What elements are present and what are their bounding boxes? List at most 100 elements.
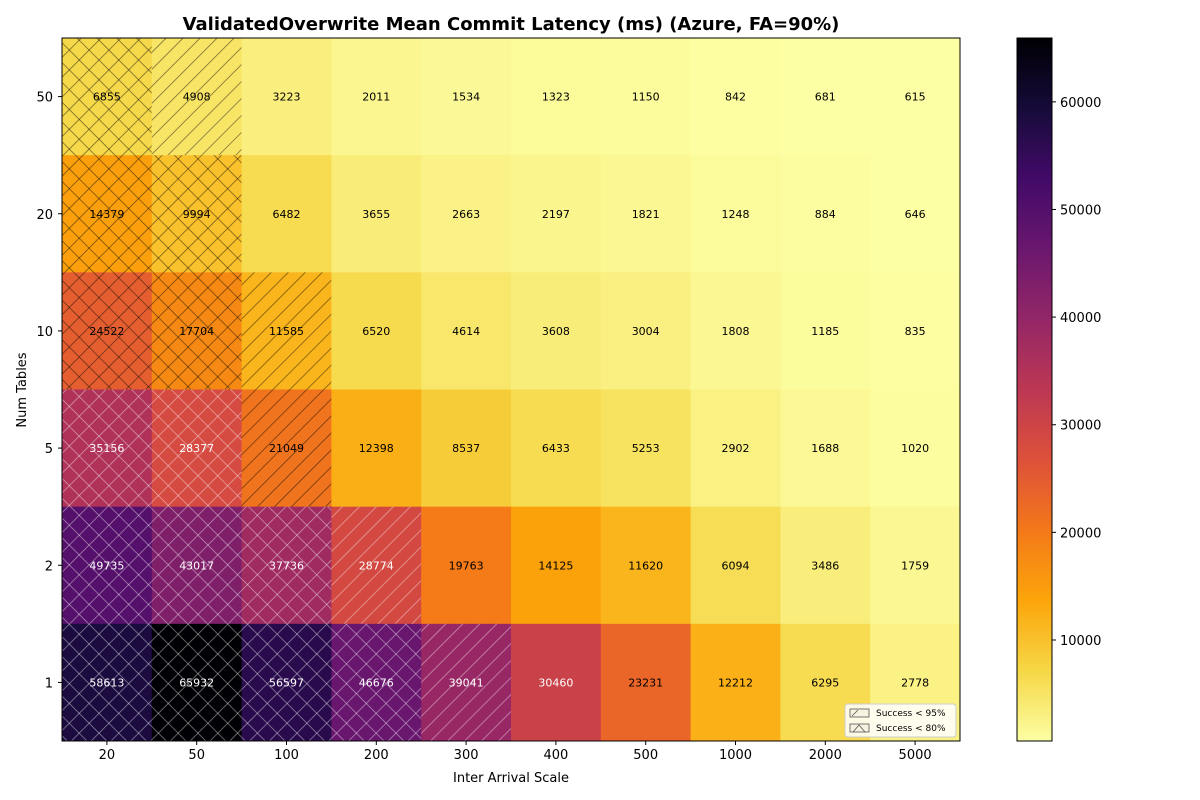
heatmap-cell	[421, 506, 512, 625]
y-tick-label: 5	[45, 442, 53, 457]
hatch-overlay	[62, 38, 152, 156]
heatmap-cell	[780, 38, 871, 156]
heatmap-cell	[780, 389, 871, 508]
cell-value-label: 11620	[628, 559, 663, 572]
heatmap-cell	[690, 272, 781, 390]
hatch-overlay	[62, 506, 152, 624]
heatmap-cell	[870, 506, 961, 625]
heatmap-cell	[331, 272, 422, 390]
cell-value-label: 49735	[89, 559, 124, 572]
hatch-overlay	[151, 623, 242, 741]
cell-value-label: 30460	[538, 676, 573, 689]
y-tick-label: 10	[36, 325, 53, 340]
heatmap-cell	[511, 623, 602, 742]
x-tick-label: 400	[543, 748, 568, 763]
heatmap-cell	[690, 623, 781, 742]
cell-value-label: 6520	[362, 325, 390, 338]
cell-value-label: 1323	[542, 91, 570, 104]
heatmap-cell	[870, 389, 961, 508]
heatmap-cell	[511, 272, 602, 390]
legend-swatch-80	[849, 723, 870, 733]
cell-value-label: 615	[905, 91, 926, 104]
cell-value-label: 2011	[362, 91, 390, 104]
hatch-overlay	[151, 38, 242, 156]
legend: Success < 95% Success < 80%	[844, 703, 957, 738]
heatmap-cell	[690, 506, 781, 625]
cell-value-label: 14125	[538, 559, 573, 572]
heatmap-cell	[511, 389, 602, 508]
cell-value-label: 14379	[89, 208, 124, 221]
cell-value-label: 1185	[811, 325, 839, 338]
cell-value-label: 1248	[722, 208, 750, 221]
x-tick-label: 100	[274, 748, 299, 763]
x-tick-label: 50	[188, 748, 205, 763]
colorbar-tick-label: 20000	[1060, 526, 1101, 541]
heatmap-cell	[870, 155, 961, 273]
heatmap-cell	[780, 155, 871, 273]
cell-value-label: 6295	[811, 676, 839, 689]
heatmap-cell	[421, 38, 512, 156]
heatmap-cell	[870, 272, 961, 390]
cell-value-label: 4614	[452, 325, 480, 338]
cell-value-label: 6094	[722, 559, 750, 572]
cell-value-label: 1534	[452, 91, 480, 104]
cell-value-label: 24522	[89, 325, 124, 338]
heatmap-cell	[331, 389, 422, 508]
x-axis-label: Inter Arrival Scale	[453, 771, 569, 786]
heatmap-cell	[690, 389, 781, 508]
cell-value-label: 1688	[811, 442, 839, 455]
cell-value-label: 35156	[89, 442, 124, 455]
heatmap-cell	[511, 155, 602, 273]
cell-value-label: 1808	[722, 325, 750, 338]
colorbar-tick-label: 50000	[1060, 203, 1101, 218]
cell-value-label: 65932	[179, 676, 214, 689]
colorbar-tick-label: 40000	[1060, 311, 1101, 326]
chart-title: ValidatedOverwrite Mean Commit Latency (…	[183, 14, 840, 35]
heatmap-cell	[780, 272, 871, 390]
cell-value-label: 2902	[722, 442, 750, 455]
heatmap-cell	[241, 155, 332, 273]
hatch-overlay	[151, 506, 242, 624]
heatmap-cell	[511, 38, 602, 156]
y-axis-label: Num Tables	[15, 352, 30, 427]
cell-value-label: 6433	[542, 442, 570, 455]
heatmap-cell	[870, 38, 961, 156]
hatch-overlay	[62, 272, 152, 390]
cell-value-label: 6482	[273, 208, 301, 221]
x-tick-label: 5000	[899, 748, 932, 763]
cell-value-label: 2197	[542, 208, 570, 221]
heatmap-cell	[331, 38, 422, 156]
cell-value-label: 21049	[269, 442, 304, 455]
cell-value-label: 842	[725, 91, 746, 104]
hatch-overlay	[241, 623, 332, 741]
heatmap-cell	[421, 272, 512, 390]
cell-value-label: 9994	[183, 208, 211, 221]
hatch-overlay	[151, 272, 242, 390]
hatch-overlay	[62, 623, 152, 741]
cell-value-label: 3655	[362, 208, 390, 221]
cell-value-label: 835	[905, 325, 926, 338]
hatch-overlay	[151, 155, 242, 273]
cell-value-label: 28774	[359, 559, 394, 572]
legend-label-80: Success < 80%	[876, 724, 946, 734]
cell-value-label: 2778	[901, 676, 929, 689]
hatch-overlay	[151, 389, 242, 507]
heatmap-cell	[600, 272, 692, 390]
x-tick-label: 2000	[809, 748, 842, 763]
heatmap-cell	[600, 506, 692, 625]
cell-value-label: 56597	[269, 676, 304, 689]
cell-value-label: 1150	[632, 91, 660, 104]
plot-frame	[61, 37, 961, 742]
cell-value-label: 3608	[542, 325, 570, 338]
x-tick-label: 500	[633, 748, 658, 763]
cell-value-label: 58613	[89, 676, 124, 689]
hatch-overlay	[241, 506, 332, 624]
cell-value-label: 12212	[718, 676, 753, 689]
colorbar-tick-label: 10000	[1060, 634, 1101, 649]
x-tick-label: 300	[454, 748, 479, 763]
heatmap-cell	[690, 155, 781, 273]
cell-value-label: 3004	[632, 325, 660, 338]
hatch-overlay	[331, 506, 422, 624]
colorbar	[1016, 37, 1053, 742]
heatmap-cell	[600, 389, 692, 508]
